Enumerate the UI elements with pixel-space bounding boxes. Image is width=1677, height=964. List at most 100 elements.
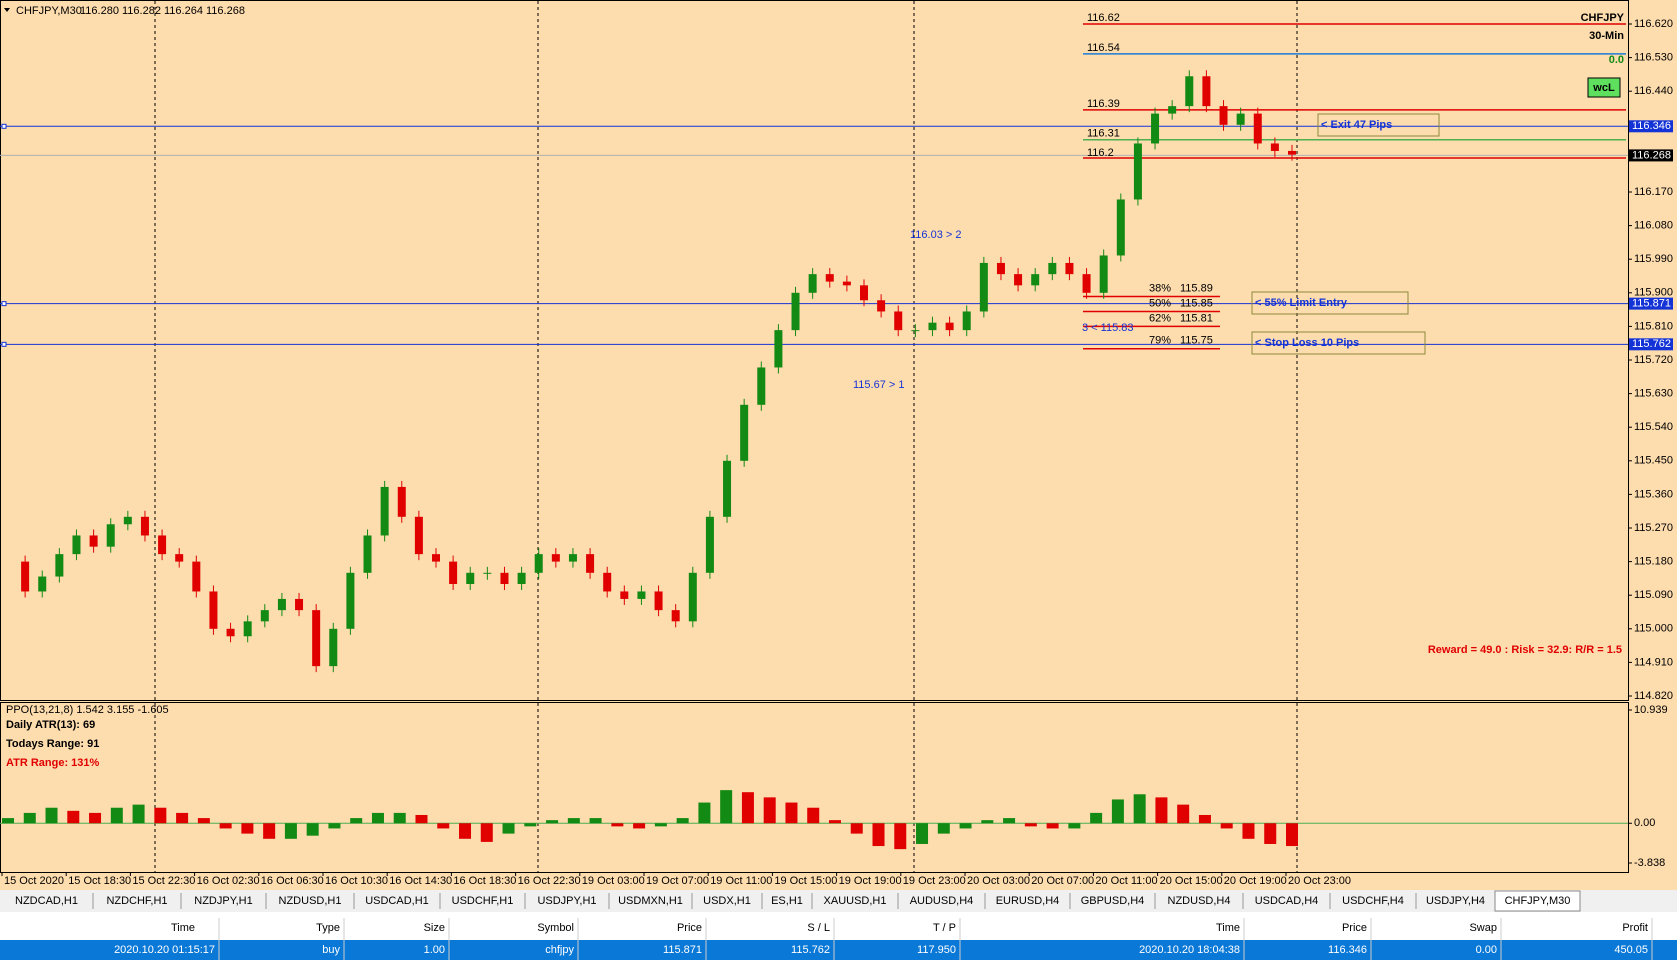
candle [1116,199,1125,256]
ppo-bar [872,823,885,847]
table-cell[interactable]: 115.871 [663,944,702,956]
candle [1270,143,1279,151]
order-handle[interactable] [1,123,7,129]
tab[interactable]: USDJPY,H1 [537,895,596,907]
fib-value: 115.81 [1180,312,1213,324]
table-cell[interactable]: 115.762 [791,944,830,956]
table-cell[interactable]: chfjpy [545,944,574,956]
candle [860,285,868,301]
table-cell[interactable]: 2020.10.20 18:04:38 [1139,944,1240,956]
ppo-bar [763,797,776,824]
tab[interactable]: CHFJPY,M30 [1505,895,1571,907]
tab[interactable]: NZDJPY,H1 [194,895,252,907]
selected-row[interactable] [0,940,1677,960]
price-marker [1629,297,1673,310]
price-marker-label: 116.346 [1632,120,1671,132]
corner-symbol: CHFJPY [1581,12,1625,24]
table-cell[interactable]: 116.346 [1328,944,1367,956]
wcl-label[interactable]: wcL [1592,82,1615,94]
ppo-bar [611,823,624,827]
ppo-bar [110,807,123,824]
table-cell[interactable]: 2020.10.20 01:15:17 [114,944,215,956]
tab[interactable]: AUDUSD,H4 [910,895,974,907]
table-cell[interactable]: 0.00 [1476,944,1497,956]
fib-label: 116.54 [1087,42,1120,54]
ppo-bar [676,818,689,824]
ppo-bar [263,823,276,839]
order-handle[interactable] [1,341,7,347]
swing-label: 3 < 115.83 [1082,322,1133,334]
time-label: 16 Oct 18:30 [453,875,516,887]
ppo-tick-label: -3.838 [1634,857,1665,869]
tab[interactable]: USDJPY,H4 [1426,895,1485,907]
table-header: Symbol [537,922,574,934]
table-header: Swap [1469,922,1497,934]
tab[interactable]: NZDCHF,H1 [106,895,167,907]
corner-timeframe: 30-Min [1589,30,1624,42]
ppo-bar [459,823,472,839]
table-cell[interactable]: 450.05 [1614,944,1648,956]
candle [688,572,697,622]
tab[interactable]: USDMXN,H1 [618,895,683,907]
ppo-bar [328,823,341,829]
candle [175,554,184,562]
tab[interactable]: USDCAD,H4 [1255,895,1319,907]
candle [894,311,903,331]
table-cell[interactable]: 1.00 [424,944,445,956]
candle [329,628,338,667]
candle [1219,106,1228,125]
candle [38,576,47,592]
price-tick-label: 115.270 [1634,522,1673,534]
ppo-bar [1090,812,1103,824]
todays-range: Todays Range: 91 [6,738,99,750]
tab[interactable]: USDX,H1 [703,895,751,907]
tab[interactable]: USDCAD,H1 [365,895,429,907]
tab[interactable]: EURUSD,H4 [996,895,1060,907]
candle [808,274,817,293]
wcl-button[interactable] [1587,77,1621,98]
tab[interactable]: GBPUSD,H4 [1081,895,1145,907]
candle [534,554,543,573]
ppo-bar [2,818,14,824]
order-handle[interactable] [1,301,7,307]
ppo-bar [23,812,36,824]
ppo-bar [741,792,754,824]
candle [226,628,235,637]
tab[interactable]: NZDUSD,H1 [279,895,342,907]
ppo-bar [1003,818,1016,824]
corner-pips: 0.0 [1609,54,1624,66]
candle [243,621,252,637]
candle [1202,76,1211,107]
tab[interactable]: ES,H1 [771,895,803,907]
price-marker [1629,149,1673,162]
ppo-bar [1068,823,1081,829]
ppo-bar [937,823,950,834]
chart-quote: 116.280 116.282 116.264 116.268 [80,5,245,17]
atr: Daily ATR(13): 69 [6,719,95,731]
fib-label: 116.39 [1087,98,1120,110]
ppo-bar [197,818,210,824]
tab[interactable]: USDCHF,H4 [1342,895,1404,907]
tab[interactable]: NZDCAD,H1 [15,895,78,907]
tab[interactable]: USDCHF,H1 [452,895,514,907]
ppo-bar [916,823,929,844]
table-cell[interactable]: 117.950 [917,944,956,956]
table-header: Time [1216,922,1240,934]
ppo-bar [176,812,189,824]
candle [21,561,30,592]
price-tick-label: 116.080 [1634,220,1673,232]
candle [1185,76,1194,107]
ppo-bar [698,802,711,824]
annotation-box [1251,291,1409,315]
table-cell[interactable]: buy [322,944,340,956]
swing-label: 116.03 > 2 [910,229,961,241]
tab[interactable]: NZDUSD,H4 [1168,895,1231,907]
menu-arrow[interactable] [4,8,10,12]
price-tick-label: 115.990 [1634,253,1673,265]
candle [551,554,560,562]
tab[interactable]: XAUUSD,H1 [824,895,887,907]
sub-frame [0,702,1629,873]
active-tab[interactable] [1494,890,1581,912]
fib-value: 115.85 [1180,297,1213,309]
ppo-bar [589,818,602,824]
